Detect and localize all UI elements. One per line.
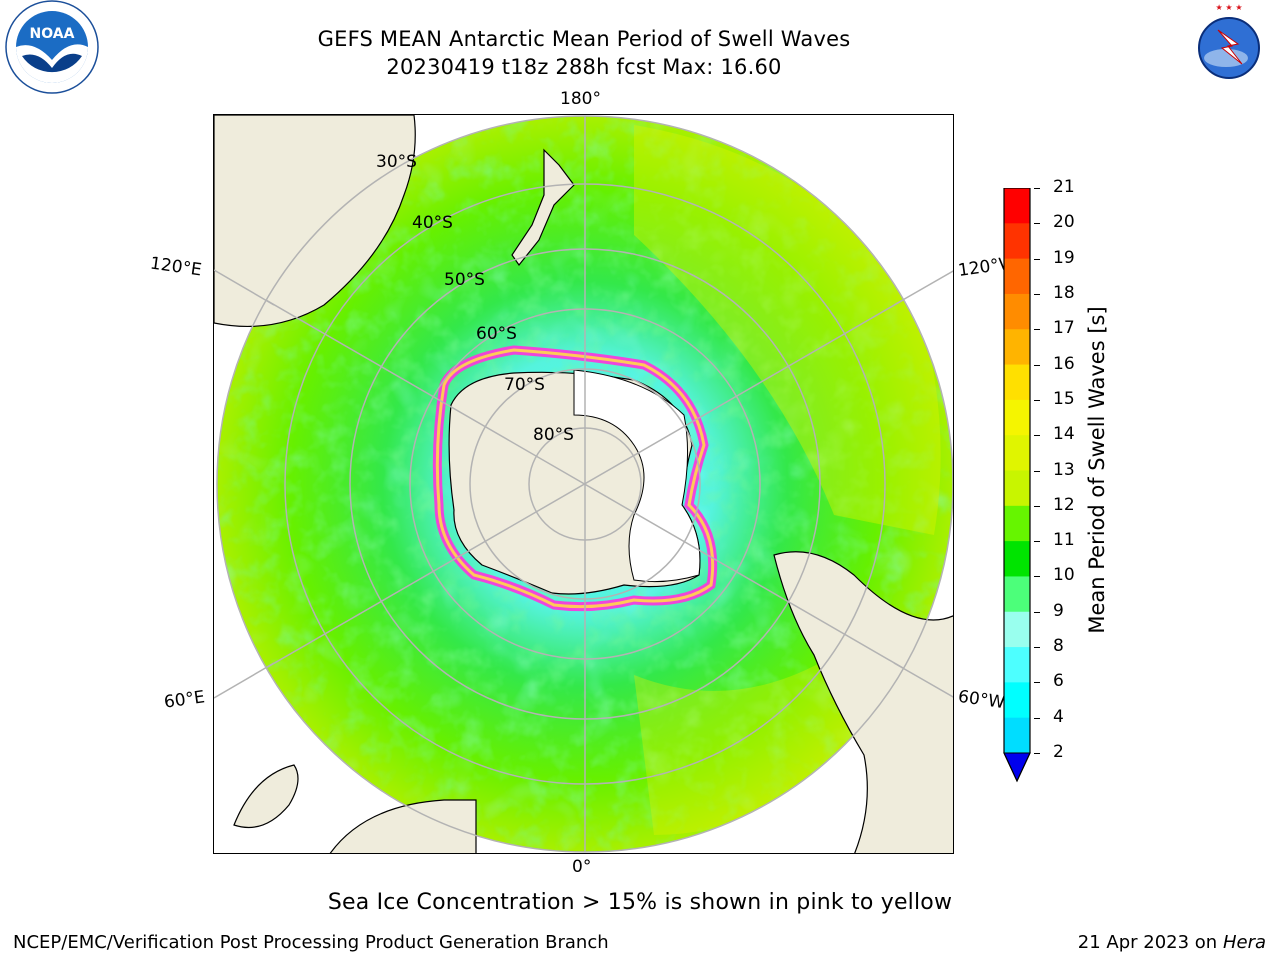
chart-subtitle: 20230419 t18z 288h fcst Max: 16.60 — [386, 55, 782, 79]
colorbar-tick-mark — [1034, 717, 1040, 719]
colorbar-tick-label: 2 — [1053, 742, 1064, 762]
colorbar-tick-label: 12 — [1053, 494, 1075, 515]
colorbar-tick-label: 4 — [1053, 706, 1064, 727]
chart-title: GEFS MEAN Antarctic Mean Period of Swell… — [317, 27, 851, 51]
nws-logo: ★ ★ ★ — [1183, 2, 1275, 94]
colorbar-bin — [1004, 682, 1030, 719]
svg-text:★ ★ ★: ★ ★ ★ — [1215, 3, 1242, 12]
colorbar — [1003, 188, 1031, 783]
colorbar-bin — [1004, 399, 1030, 436]
colorbar-bin — [1004, 505, 1030, 542]
colorbar-tick-mark — [1034, 611, 1040, 613]
colorbar-bin — [1004, 188, 1030, 224]
polar-map: 30°S 40°S 50°S 60°S 70°S 80°S — [213, 114, 954, 854]
colorbar-tick-label: 18 — [1053, 282, 1075, 303]
colorbar-tick-mark — [1034, 541, 1040, 543]
colorbar-tick-mark — [1034, 364, 1040, 366]
svg-text:NOAA: NOAA — [30, 26, 75, 42]
colorbar-bin — [1004, 223, 1030, 260]
lat-label-40s: 40°S — [412, 213, 453, 233]
sea-ice-footnote: Sea Ice Concentration > 15% is shown in … — [327, 890, 953, 915]
colorbar-bin — [1004, 647, 1030, 683]
colorbar-tick-mark — [1034, 647, 1040, 649]
run-host: Hera — [1222, 932, 1266, 953]
run-date-prefix: 21 Apr 2023 on — [1077, 932, 1223, 953]
colorbar-tick-mark — [1034, 470, 1040, 472]
lat-label-80s: 80°S — [533, 425, 574, 445]
colorbar-tick-label: 10 — [1053, 565, 1075, 586]
lon-label-0: 0° — [572, 857, 592, 877]
colorbar-tick-mark — [1034, 753, 1040, 754]
lon-label-60w: 60°W — [956, 686, 1007, 714]
lon-label-180: 180° — [560, 89, 601, 109]
lon-label-60e: 60°E — [162, 687, 207, 713]
colorbar-tick-label: 17 — [1053, 318, 1075, 339]
colorbar-bin — [1004, 470, 1030, 507]
colorbar-tick-label: 21 — [1053, 177, 1075, 197]
run-date: 21 Apr 2023 on Hera — [1078, 932, 1266, 953]
colorbar-tick-mark — [1034, 682, 1040, 684]
colorbar-under-extension — [1003, 752, 1031, 783]
colorbar-bin — [1004, 258, 1030, 295]
colorbar-bin — [1004, 293, 1030, 330]
noaa-logo: NOAA — [5, 0, 99, 94]
colorbar-tick-mark — [1034, 435, 1040, 437]
colorbar-tick-mark — [1034, 188, 1040, 189]
colorbar-tick-label: 11 — [1053, 530, 1075, 551]
lat-label-60s: 60°S — [476, 324, 517, 344]
colorbar-bin — [1004, 435, 1030, 471]
colorbar-bin — [1004, 541, 1030, 577]
colorbar-tick-mark — [1034, 399, 1040, 401]
colorbar-bin — [1004, 717, 1030, 754]
colorbar-tick-mark — [1034, 576, 1040, 578]
colorbar-tick-label: 20 — [1053, 212, 1075, 233]
colorbar-tick-label: 8 — [1053, 636, 1064, 657]
new-zealand-land — [511, 148, 575, 267]
lat-label-30s: 30°S — [376, 152, 417, 172]
credit-text: NCEP/EMC/Verification Post Processing Pr… — [13, 932, 609, 953]
colorbar-tick-label: 6 — [1053, 671, 1064, 692]
madagascar-land — [233, 764, 299, 829]
ice-shelf — [573, 369, 701, 583]
colorbar-tick-mark — [1034, 223, 1040, 225]
colorbar-bin — [1004, 364, 1030, 401]
colorbar-outline — [1003, 188, 1031, 783]
lat-label-70s: 70°S — [504, 375, 545, 395]
colorbar-tick-label: 9 — [1053, 600, 1064, 621]
colorbar-tick-mark — [1034, 329, 1040, 331]
colorbar-bin — [1004, 611, 1030, 648]
colorbar-tick-mark — [1034, 505, 1040, 507]
lon-label-120e: 120°E — [148, 253, 203, 281]
colorbar-tick-label: 14 — [1053, 424, 1075, 445]
colorbar-bin — [1004, 329, 1030, 366]
colorbar-tick-label: 15 — [1053, 388, 1075, 409]
colorbar-label: Mean Period of Swell Waves [s] — [1085, 306, 1109, 634]
colorbar-tick-label: 16 — [1053, 353, 1075, 374]
colorbar-tick-label: 13 — [1053, 459, 1075, 480]
colorbar-tick-mark — [1034, 293, 1040, 295]
colorbar-tick-mark — [1034, 258, 1040, 260]
colorbar-tick-label: 19 — [1053, 247, 1075, 268]
colorbar-bin — [1004, 576, 1030, 613]
lat-label-50s: 50°S — [444, 270, 485, 290]
